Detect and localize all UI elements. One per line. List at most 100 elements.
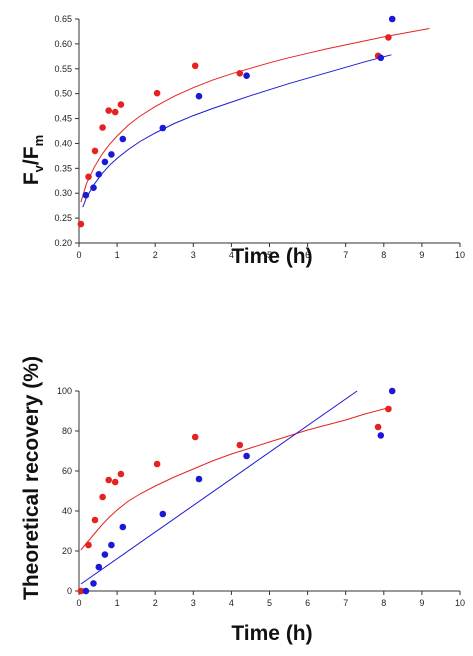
data-points [77, 387, 396, 595]
blue-data-point [243, 452, 250, 460]
x-tick-label: 2 [153, 598, 158, 608]
x-tick-label: 7 [343, 598, 348, 608]
red-data-point [99, 493, 106, 501]
tick-labels: 0 1 2 3 4 5 6 7 8 9 10 0.20 0.25 0.30 0.35 0.40 0.45 0.50… [54, 14, 465, 260]
red-data-point [153, 460, 161, 468]
x-tick-label: 1 [115, 250, 120, 260]
blue-data-point [82, 191, 90, 199]
blue-data-point [159, 124, 167, 132]
red-data-point [385, 405, 392, 413]
red-fit-curve [80, 406, 392, 551]
x-axis-label: Time (h) [231, 622, 312, 645]
y-tick-label: 100 [57, 386, 72, 396]
blue-data-point [82, 587, 90, 595]
blue-data-point [101, 551, 109, 558]
blue-data-point [377, 432, 385, 439]
x-tick-label: 5 [267, 250, 272, 260]
blue-data-point [388, 15, 396, 23]
x-tick-label: 9 [419, 250, 424, 260]
y-label-sub-v: v [31, 164, 46, 172]
blue-data-point [108, 151, 115, 158]
y-label-slash-f: /F [20, 146, 43, 165]
blue-data-point [119, 135, 127, 143]
data-points [77, 15, 396, 228]
y-tick-label: 0.45 [54, 114, 72, 124]
y-tick-label: 0.65 [54, 14, 72, 24]
blue-data-point [95, 563, 103, 571]
axes [75, 18, 461, 247]
red-data-point [374, 423, 382, 431]
red-data-point [85, 173, 92, 181]
fit-curves [80, 28, 430, 208]
x-tick-label: 2 [153, 250, 158, 260]
x-tick-label: 9 [419, 598, 424, 608]
x-tick-label: 6 [305, 250, 310, 260]
y-tick-label: 40 [62, 506, 72, 516]
x-tick-label: 8 [381, 598, 386, 608]
y-tick-label: 0.60 [54, 39, 72, 49]
y-tick-label: 0.20 [54, 238, 72, 248]
red-data-point [111, 478, 119, 486]
blue-data-point [388, 387, 396, 395]
y-label-f: F [20, 172, 43, 185]
red-data-point [117, 470, 125, 478]
x-tick-label: 3 [191, 598, 196, 608]
blue-data-point [119, 523, 127, 531]
x-axis-label: Time (h) [231, 245, 312, 268]
red-data-point [105, 476, 112, 484]
red-data-point [77, 587, 85, 595]
red-data-point [105, 107, 112, 114]
blue-data-point [195, 92, 203, 100]
x-tick-label: 0 [76, 598, 81, 608]
red-data-point [385, 34, 392, 41]
axes [75, 390, 461, 595]
blue-data-point [243, 72, 250, 79]
red-data-point [191, 62, 199, 70]
red-data-point [117, 101, 125, 108]
blue-data-point [159, 510, 167, 518]
red-data-point [153, 89, 161, 97]
blue-data-point [90, 580, 97, 587]
x-tick-label: 3 [191, 250, 196, 260]
red-data-point [91, 147, 99, 155]
blue-data-point [195, 475, 203, 483]
red-data-point [91, 516, 99, 524]
x-tick-label: 10 [455, 598, 465, 608]
blue-data-point [101, 158, 109, 166]
y-tick-label: 0.35 [54, 163, 72, 173]
blue-fit-curve [80, 390, 358, 585]
y-tick-label: 0.40 [54, 138, 72, 148]
y-tick-label: 80 [62, 426, 72, 436]
y-tick-label: 0.55 [54, 64, 72, 74]
red-data-point [236, 70, 244, 77]
y-tick-label: 0.30 [54, 188, 72, 198]
y-axis-label: Theoretical recovery (%) [20, 356, 43, 600]
x-tick-label: 7 [343, 250, 348, 260]
blue-data-point [90, 184, 97, 191]
x-tick-label: 6 [305, 598, 310, 608]
x-tick-label: 5 [267, 598, 272, 608]
fit-curves [80, 390, 392, 585]
blue-data-point [108, 541, 115, 549]
x-tick-label: 0 [76, 250, 81, 260]
red-data-point [85, 541, 92, 549]
red-data-point [99, 124, 106, 131]
x-tick-label: 10 [455, 250, 465, 260]
x-tick-label: 4 [229, 250, 234, 260]
x-tick-label: 4 [229, 598, 234, 608]
y-tick-label: 60 [62, 466, 72, 476]
blue-data-point [377, 54, 385, 62]
x-tick-label: 8 [381, 250, 386, 260]
red-data-point [191, 433, 199, 441]
y-tick-label: 20 [62, 546, 72, 556]
y-tick-label: 0.50 [54, 89, 72, 99]
y-label-sub-m: m [31, 135, 46, 147]
blue-fit-curve [82, 54, 392, 208]
red-data-point [236, 441, 244, 449]
red-data-point [111, 108, 119, 116]
y-axis-label: Fv/Fm [20, 135, 46, 185]
blue-data-point [95, 171, 103, 178]
